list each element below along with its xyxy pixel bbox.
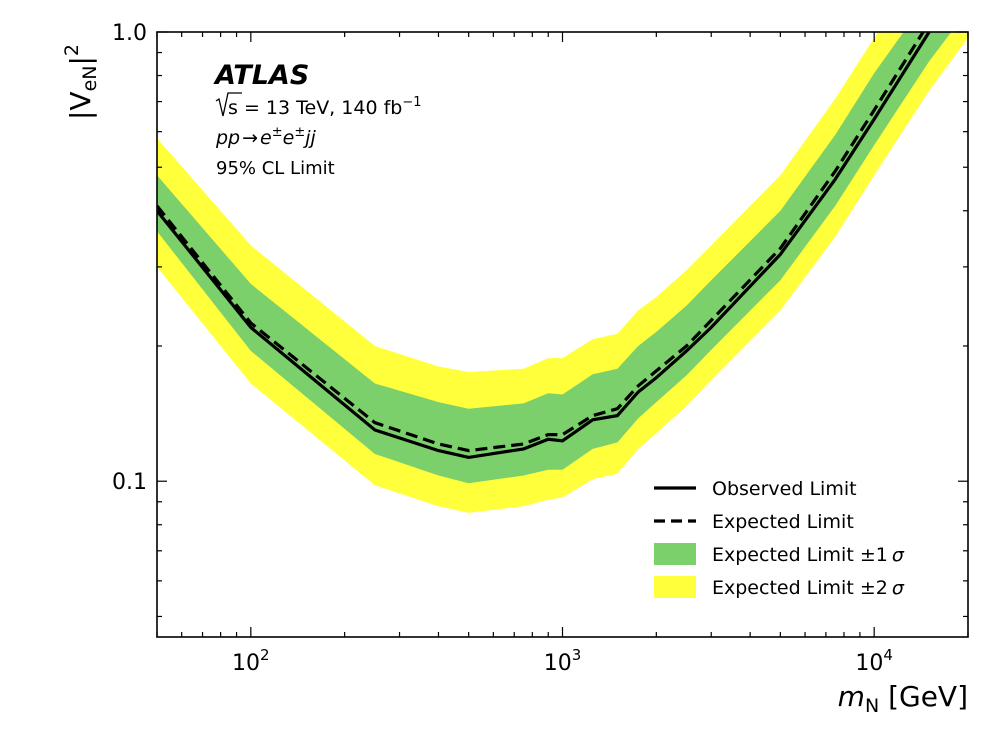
expected-limit-line (157, 32, 926, 453)
band-1sigma (157, 32, 952, 484)
legend-label-expected: Expected Limit (712, 511, 854, 533)
y-axis-title-sub: eN (79, 66, 101, 92)
y-axis-title-post: | (64, 56, 97, 65)
x-tick-label-exp: 4 (883, 646, 893, 664)
y-axis-title-pre: |V (64, 91, 97, 120)
process-e2: e (283, 127, 295, 149)
sqrt-sign (215, 92, 242, 117)
y-tick-label: 0.1 (112, 470, 147, 495)
x-axis-title-sub: N (865, 695, 879, 717)
x-tick-label-exp: 2 (260, 646, 270, 664)
process-pp: pp (215, 127, 240, 149)
x-tick-label-base: 10 (855, 651, 883, 676)
x-tick-label-base: 10 (232, 651, 260, 676)
legend-label-band_1sigma: Expected Limit ±1 σ (712, 544, 905, 566)
process-label: pp → e±e±jj (215, 125, 317, 149)
energy-text: = 13 TeV, 140 fb (238, 97, 402, 119)
x-tick-label-exp: 3 (572, 646, 582, 664)
x-tick-label-base: 10 (544, 651, 572, 676)
process-pm2: ± (294, 125, 305, 140)
process-arrow: → (242, 127, 258, 149)
legend-label-band_2sigma: Expected Limit ±2 σ (712, 577, 905, 599)
y-axis-title-sup: 2 (61, 44, 83, 56)
x-tick-label: 102 (232, 646, 270, 676)
legend-label-text: Expected Limit (712, 511, 854, 533)
legend: Observed Limit Expected Limit Expected Lim… (654, 478, 905, 599)
legend-label-text: Expected Limit ±1 (712, 544, 888, 566)
y-axis-title: |VeN|2 (61, 44, 101, 120)
legend-swatch-band_1sigma (654, 543, 696, 565)
legend-label-sigma: σ (892, 577, 905, 599)
process-e1: e (260, 127, 272, 149)
legend-label-text: Observed Limit (712, 478, 857, 500)
energy-label: s = 13 TeV, 140 fb−1 (215, 92, 422, 119)
observed-limit-line (157, 32, 931, 460)
svg-text:s = 13 TeV, 140 fb−1: s = 13 TeV, 140 fb−1 (228, 95, 422, 119)
legend-swatch-band_2sigma (654, 576, 696, 598)
x-axis-title-unit: [GeV] (879, 680, 968, 713)
legend-label-observed: Observed Limit (712, 478, 857, 500)
x-tick-label: 104 (855, 646, 893, 676)
legend-label-text: Expected Limit ±2 (712, 577, 888, 599)
atlas-label: ATLAS (213, 60, 309, 91)
process-pm1: ± (272, 125, 283, 140)
cl-label: 95% CL Limit (216, 158, 335, 179)
y-tick-label: 1.0 (112, 21, 147, 46)
plot-frame (156, 31, 969, 638)
energy-sup: −1 (402, 95, 421, 110)
x-axis-title-main: m (838, 680, 865, 713)
x-tick-label: 103 (544, 646, 582, 676)
energy-sqrt-s: s (228, 97, 238, 119)
x-axis-title: mN [GeV] (838, 680, 968, 717)
legend-label-sigma: σ (892, 544, 905, 566)
process-jj: jj (302, 127, 316, 149)
